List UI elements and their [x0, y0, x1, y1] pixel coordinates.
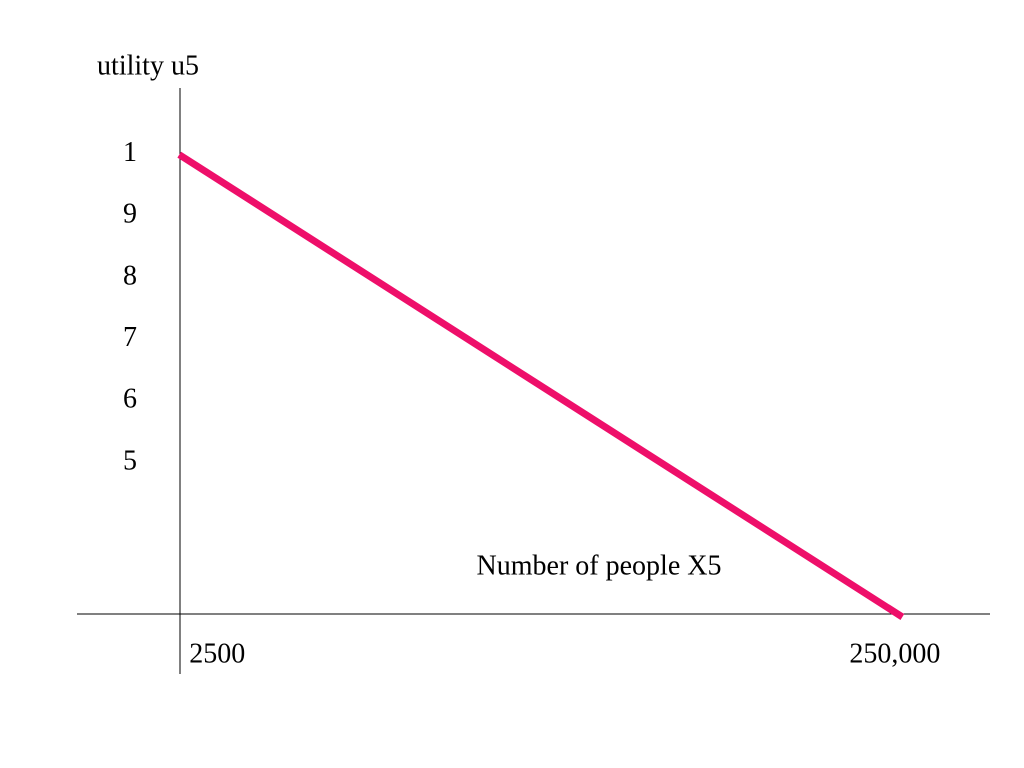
y-axis-title: utility u5: [97, 50, 199, 81]
x-tick-label: 2500: [189, 638, 245, 669]
y-tick-label: 6: [123, 384, 137, 415]
y-tick-label: 1: [123, 137, 137, 168]
y-tick-label: 8: [123, 260, 137, 291]
x-axis-title: Number of people X5: [477, 550, 722, 581]
y-tick-label: 5: [123, 445, 137, 476]
line: [177, 151, 905, 620]
y-tick-label: 9: [123, 199, 137, 230]
y-tick-label: 7: [123, 322, 137, 353]
x-tick-label: 250,000: [849, 638, 940, 669]
